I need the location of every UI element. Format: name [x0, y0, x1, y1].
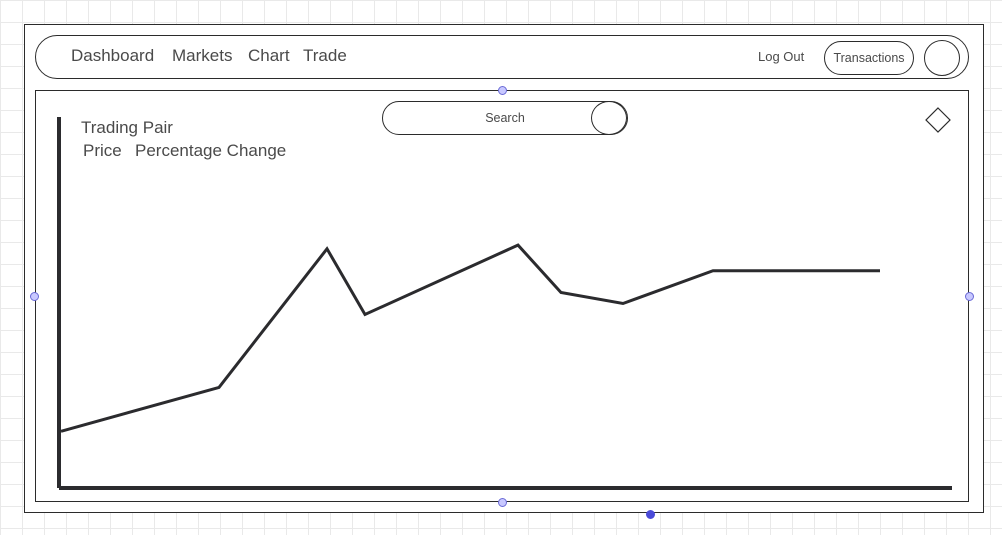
- series-line-price: [61, 245, 880, 431]
- transactions-button[interactable]: Transactions: [824, 41, 914, 75]
- avatar[interactable]: [924, 40, 960, 76]
- selected-anchor-handle[interactable]: [646, 510, 655, 519]
- resize-handle-right[interactable]: [965, 292, 974, 301]
- top-navbar: Dashboard Markets Chart Trade Log Out Tr…: [35, 35, 969, 79]
- chart-panel: Search Trading Pair Price Percentage Cha…: [35, 90, 969, 502]
- nav-link-markets[interactable]: Markets: [172, 46, 232, 66]
- resize-handle-bottom[interactable]: [498, 498, 507, 507]
- search-input[interactable]: Search: [382, 101, 628, 135]
- price-label: Price: [83, 141, 122, 161]
- nav-link-chart[interactable]: Chart: [248, 46, 290, 66]
- resize-handle-left[interactable]: [30, 292, 39, 301]
- resize-handle-top[interactable]: [498, 86, 507, 95]
- diamond-icon[interactable]: [925, 107, 951, 133]
- search-icon[interactable]: [591, 101, 627, 135]
- percentage-change-label: Percentage Change: [135, 141, 286, 161]
- logout-link[interactable]: Log Out: [758, 49, 804, 64]
- trading-pair-title: Trading Pair: [81, 118, 173, 138]
- nav-link-trade[interactable]: Trade: [303, 46, 347, 66]
- nav-link-dashboard[interactable]: Dashboard: [71, 46, 154, 66]
